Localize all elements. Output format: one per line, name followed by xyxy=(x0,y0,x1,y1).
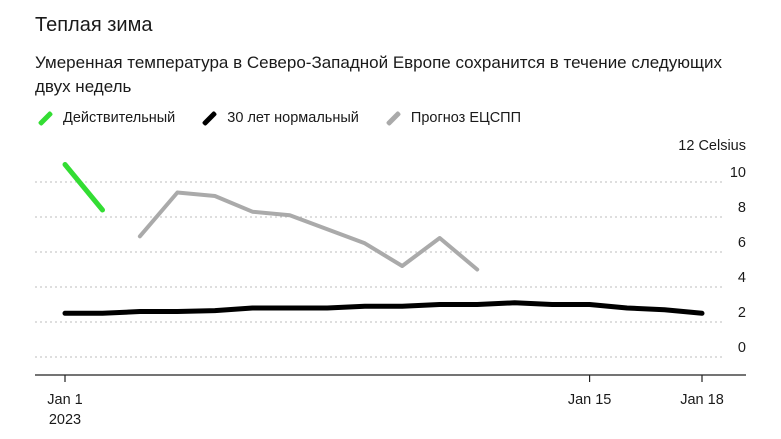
legend-label-normal: 30 лет нормальный xyxy=(227,110,359,126)
x-tick-label: Jan 1 xyxy=(47,392,82,408)
chart-title: Теплая зима xyxy=(35,14,153,36)
y-tick-label: 10 xyxy=(730,165,746,181)
x-tick-label: Jan 18 xyxy=(680,392,724,408)
gridlines xyxy=(35,181,725,358)
y-tick-label: 6 xyxy=(738,235,746,251)
y-tick-label: 8 xyxy=(738,200,746,216)
x-tick-label: Jan 15 xyxy=(568,392,612,408)
chart-subtitle: Умеренная температура в Северо-Западной … xyxy=(35,53,723,96)
y-axis-unit-label: 12 Celsius xyxy=(678,138,746,154)
series-lines xyxy=(62,162,705,316)
legend-label-forecast: Прогноз ЕЦСПП xyxy=(410,110,522,126)
legend-item-actual: Действительный xyxy=(37,110,175,126)
x-tick-sublabel: 2023 xyxy=(49,412,81,428)
series-line-actual xyxy=(62,162,105,213)
y-tick-label: 0 xyxy=(738,340,746,356)
legend-item-forecast: Прогноз ЕЦСПП xyxy=(385,110,521,126)
legend-label-actual: Действительный xyxy=(63,110,176,126)
legend-item-normal: 30 лет нормальный xyxy=(201,110,359,126)
y-tick-label: 4 xyxy=(738,270,746,286)
x-axis: Jan 1 2023 Jan 15 Jan 18 xyxy=(35,374,746,428)
series-line-normal xyxy=(62,300,705,316)
legend: Действительный 30 лет нормальный Прогноз… xyxy=(37,108,547,128)
y-axis-labels: 0 2 4 6 8 10 xyxy=(730,165,746,356)
y-tick-label: 2 xyxy=(738,305,746,321)
series-line-forecast xyxy=(137,190,480,272)
